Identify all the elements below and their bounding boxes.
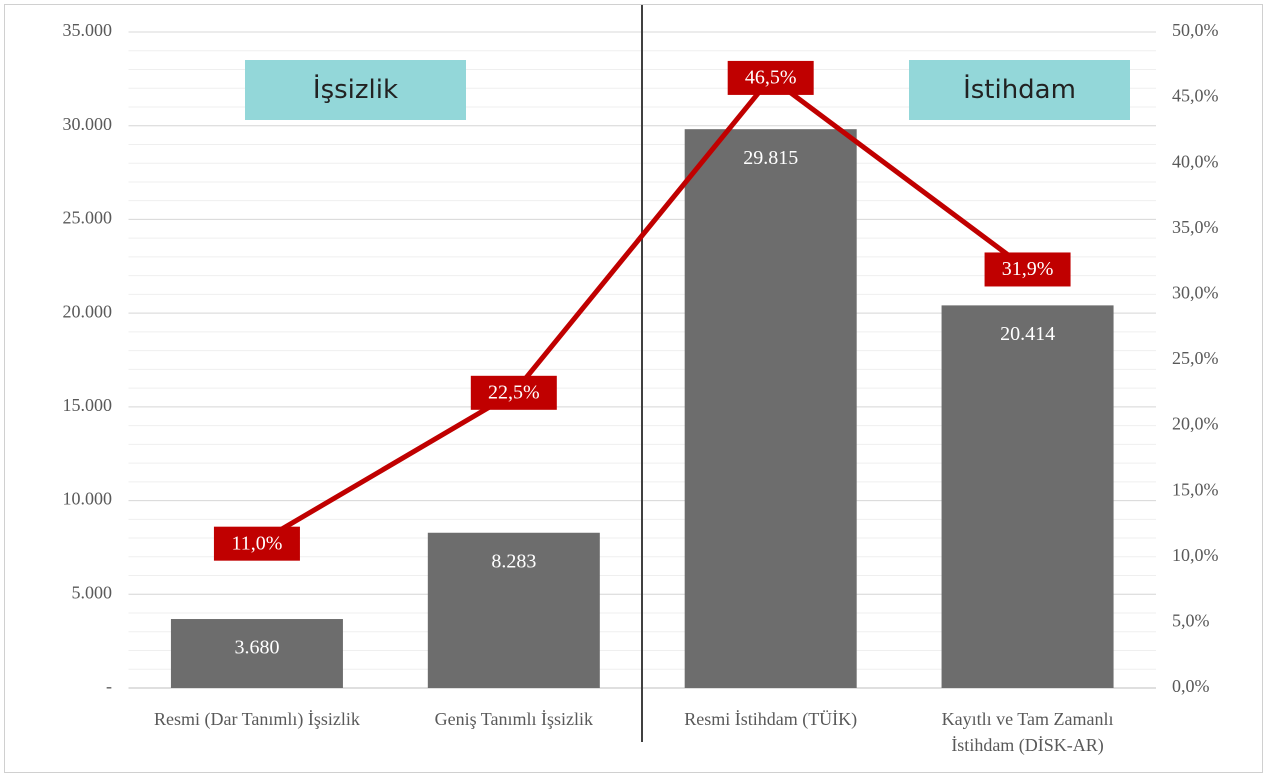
bars: 3.680 8.283 29.815 20.414 xyxy=(170,129,1114,689)
y2-tick-label: 40,0% xyxy=(1172,151,1219,171)
x-tick-label: Resmi İstihdam (TÜİK) xyxy=(684,709,858,729)
bar xyxy=(941,305,1114,688)
y2-tick-label: 15,0% xyxy=(1172,479,1219,499)
y2-tick-label: 0,0% xyxy=(1172,676,1210,696)
x-tick-label: Kayıtlı ve Tam Zamanlı İstihdam (DİSK-AR… xyxy=(941,709,1114,755)
bar xyxy=(427,532,600,688)
line-label-box xyxy=(213,526,300,561)
y-tick-label: 25.000 xyxy=(63,208,113,228)
y-tick-label: 20.000 xyxy=(63,301,113,321)
y2-tick-label: 30,0% xyxy=(1172,283,1219,303)
line-value-label: 11,0% xyxy=(231,532,282,554)
bar-value-label: 3.680 xyxy=(234,637,279,659)
line-value-label: 22,5% xyxy=(488,381,540,403)
line xyxy=(255,75,1030,546)
bar-value-label: 29.815 xyxy=(743,147,798,169)
line-value-label: 46,5% xyxy=(745,67,797,89)
x-tick-label: Resmi (Dar Tanımlı) İşsizlik xyxy=(154,709,360,729)
bar-value-label: 20.414 xyxy=(1000,323,1055,345)
y-tick-label: 35.000 xyxy=(63,20,113,40)
bar xyxy=(684,129,857,689)
y2-tick-label: 20,0% xyxy=(1172,414,1219,434)
y-tick-label: 30.000 xyxy=(63,114,113,134)
bar xyxy=(170,619,343,688)
y2-tick-label: 45,0% xyxy=(1172,86,1219,106)
annotation: İstihdam xyxy=(909,60,1130,120)
line-label-box xyxy=(470,375,557,410)
annotation: İşsizlik xyxy=(245,60,466,120)
line-value-label: 31,9% xyxy=(1002,258,1054,280)
y-tick-label: 10.000 xyxy=(63,489,113,509)
y-tick-label: 15.000 xyxy=(63,395,113,415)
y2-tick-label: 5,0% xyxy=(1172,611,1210,631)
y2-tick-label: 10,0% xyxy=(1172,545,1219,565)
y2-tick-label: 50,0% xyxy=(1172,20,1219,40)
y-tick-label: 5.000 xyxy=(72,582,113,602)
line-label-box xyxy=(984,252,1071,287)
y2-tick-label: 35,0% xyxy=(1172,217,1219,237)
y-tick-label: - xyxy=(106,676,112,696)
bar-value-label: 8.283 xyxy=(491,550,536,572)
y2-tick-label: 25,0% xyxy=(1172,348,1219,368)
line-label-box xyxy=(727,60,814,95)
line-layer: 11,0% 22,5% 46,5% 31,9% xyxy=(213,60,1071,561)
x-tick-label: Geniş Tanımlı İşsizlik xyxy=(434,709,594,729)
